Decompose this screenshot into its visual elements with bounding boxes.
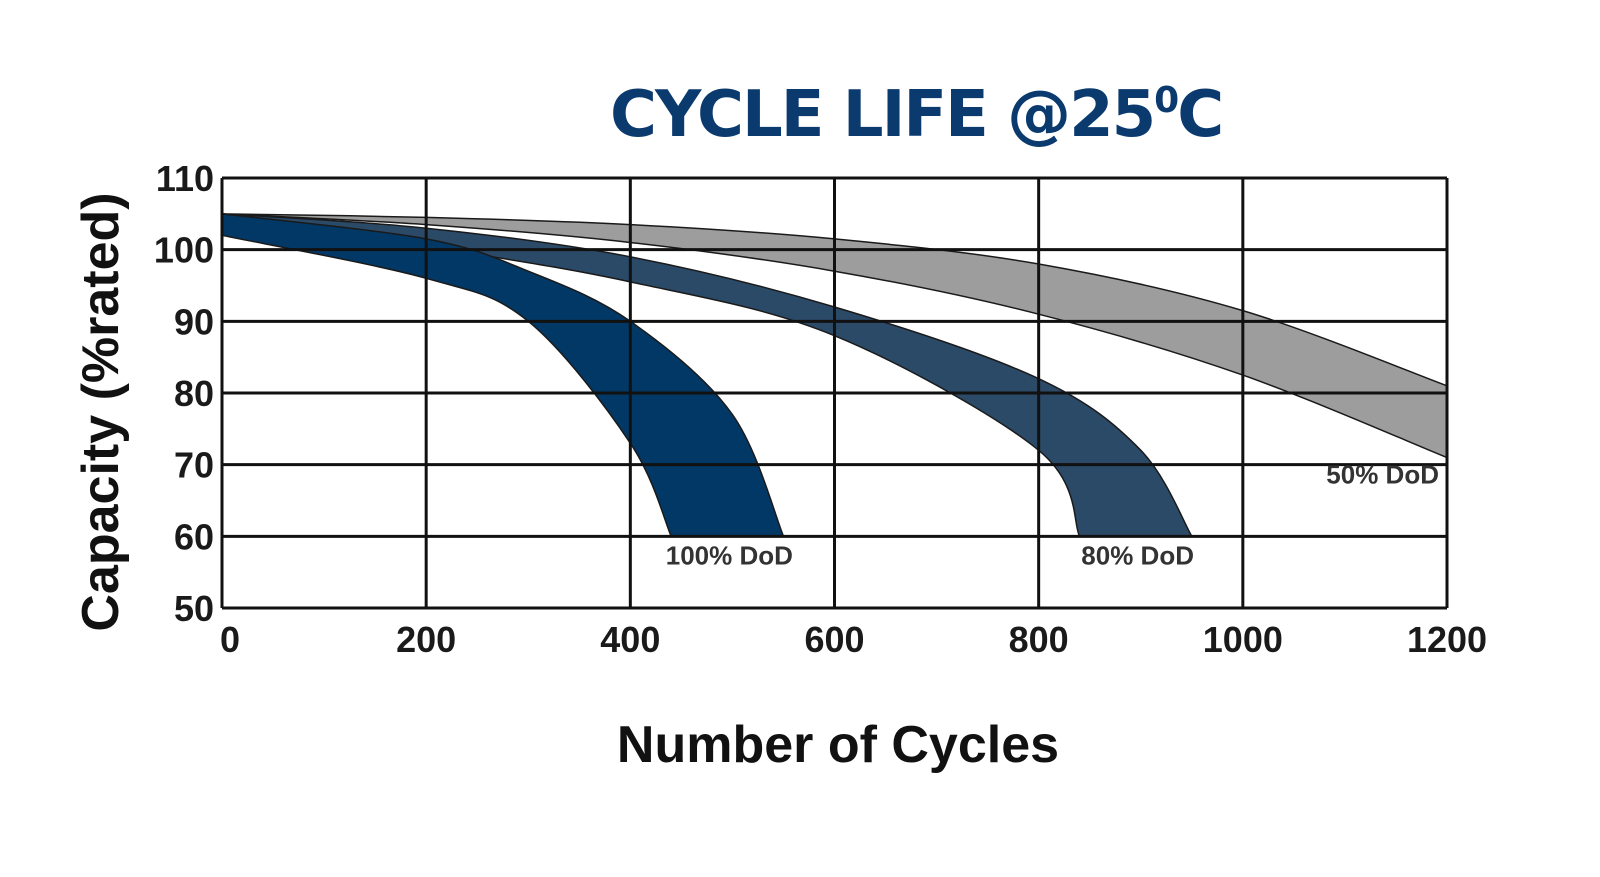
x-tick-600: 600 — [804, 619, 864, 660]
series-label-100pct-dod: 100% DoD — [666, 540, 793, 570]
series-label-80pct-dod: 80% DoD — [1081, 540, 1194, 570]
y-axis-title: Capacity (%rated) — [72, 192, 130, 631]
series-labels: 50% DoD 80% DoD 100% DoD — [666, 460, 1439, 571]
chart-title-main: CYCLE LIFE @25 — [610, 78, 1154, 152]
grid-lines — [220, 176, 1449, 610]
x-tick-400: 400 — [600, 619, 660, 660]
y-tick-110: 110 — [156, 158, 214, 199]
chart-title-superscript: 0 — [1154, 80, 1178, 121]
y-tick-100: 100 — [154, 230, 214, 271]
y-tick-50: 50 — [174, 588, 214, 629]
chart-title: CYCLE LIFE @250C — [610, 78, 1222, 152]
y-tick-labels: 50 60 70 80 90 100 110 — [154, 158, 214, 629]
x-tick-200: 200 — [396, 619, 456, 660]
x-tick-0: 0 — [220, 619, 240, 660]
x-tick-1200: 1200 — [1407, 619, 1487, 660]
x-axis-title: Number of Cycles — [617, 716, 1059, 774]
chart-title-suffix: C — [1177, 78, 1222, 152]
y-tick-70: 70 — [174, 445, 214, 486]
x-tick-1000: 1000 — [1203, 619, 1283, 660]
y-tick-60: 60 — [174, 516, 214, 557]
y-tick-80: 80 — [174, 373, 214, 414]
series-label-50pct-dod: 50% DoD — [1326, 460, 1439, 490]
y-tick-90: 90 — [174, 301, 214, 342]
x-tick-800: 800 — [1009, 619, 1069, 660]
band-100pct-dod — [221, 212, 785, 538]
x-tick-labels: 0 200 400 600 800 1000 1200 — [220, 619, 1487, 660]
